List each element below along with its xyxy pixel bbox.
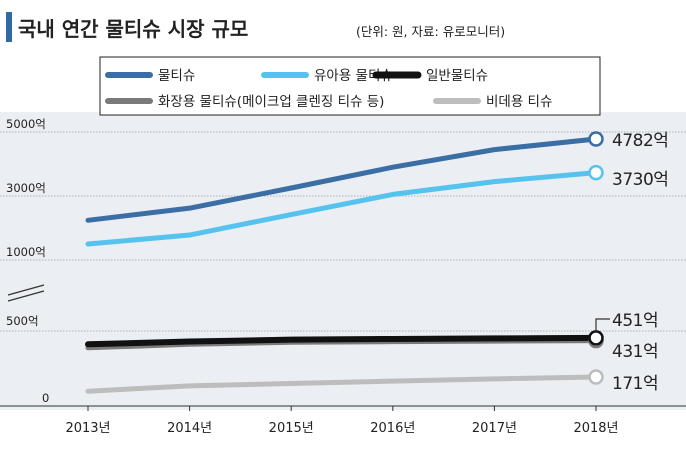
y-tick-label: 500억 [6,314,39,328]
y-tick-label: 5000억 [6,117,46,131]
chart-note: (단위: 원, 자료: 유로모니터) [356,24,505,39]
series-end-marker [588,164,604,181]
axes: 1000억 3000억 5000억 0 500억 2013년 2014년 2015년 2016년… [0,117,686,436]
series-end-marker [588,369,604,385]
series-layer [85,131,604,394]
x-tick-label: 2018년 [573,421,618,436]
series-end-label: 171억 [612,374,658,394]
series-line [85,136,599,223]
plot-background [0,112,686,410]
series-end-marker [588,131,604,147]
x-tick-label: 2013년 [65,421,110,436]
legend-label: 유아용 물티슈 [314,68,393,84]
legend-label: 일반물티슈 [426,68,488,84]
x-tick-label: 2016년 [370,421,415,436]
series-end-marker [588,330,604,346]
series-end-label: 451억 [612,311,658,331]
y-tick-label: 3000억 [6,181,46,195]
legend-label: 화장용 물티슈(메이크업 클렌징 티슈 등) [158,94,384,110]
axis-break-mark [7,290,45,302]
legend-label: 물티슈 [158,68,195,84]
y-tick-label: 0 [42,391,49,405]
series-end-label: 431억 [612,342,658,362]
series-line [85,374,599,394]
series-line [85,334,599,348]
series-end-label: 3730억 [612,170,668,190]
y-tick-label: 1000억 [6,245,46,259]
label-leader-line [595,318,610,332]
axis-break-mark [7,284,45,296]
chart-title: 국내 연간 물티슈 시장 규모 [18,17,248,41]
title-accent-bar [6,12,12,42]
header: 국내 연간 물티슈 시장 규모 (단위: 원, 자료: 유로모니터) [6,12,505,42]
end-labels: 4782억 3730억 451억 431억 171억 [595,131,669,394]
x-tick-label: 2015년 [269,421,314,436]
x-tick-label: 2017년 [472,421,517,436]
legend-label: 비데용 티슈 [486,94,552,110]
x-tick-label: 2014년 [167,421,212,436]
series-end-label: 4782억 [612,131,668,151]
series-line [85,170,599,247]
legend-box [99,56,601,116]
